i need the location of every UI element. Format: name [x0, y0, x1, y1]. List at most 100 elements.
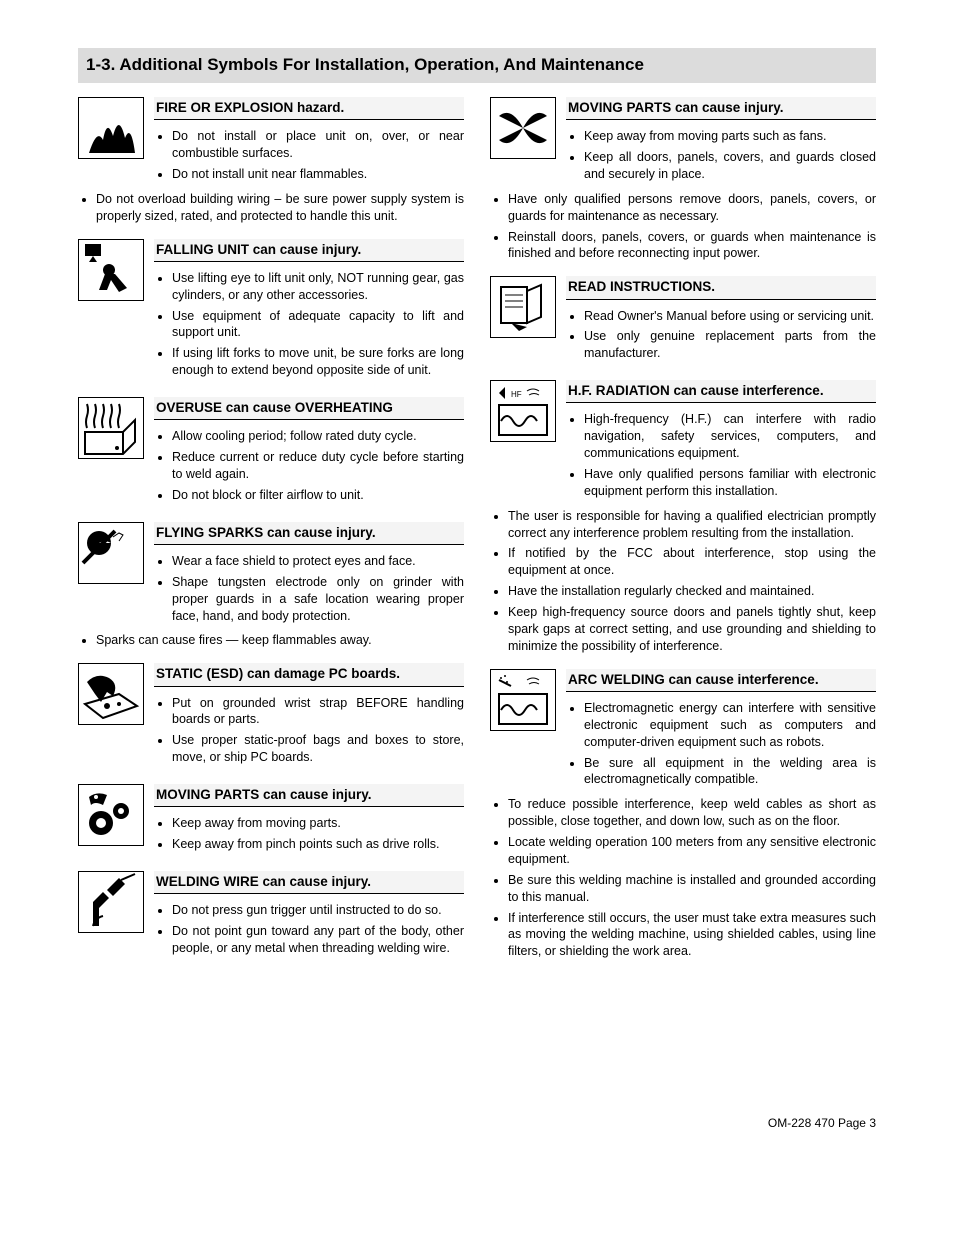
hazard-outdent-item: To reduce possible interference, keep we… — [508, 796, 876, 830]
columns: FIRE OR EXPLOSION hazard. Do not install … — [78, 97, 876, 975]
hazard-block: FIRE OR EXPLOSION hazard. Do not install … — [78, 97, 464, 225]
hazard-item: Keep away from moving parts such as fans… — [584, 128, 876, 145]
hazard-block: READ INSTRUCTIONS. Read Owner's Manual be… — [490, 276, 876, 366]
hazard-head: READ INSTRUCTIONS. Read Owner's Manual be… — [490, 276, 876, 366]
hazard-body: MOVING PARTS can cause injury. Keep away … — [566, 97, 876, 187]
hazard-body: OVERUSE can cause OVERHEATING Allow cooli… — [154, 397, 464, 508]
esd-icon — [78, 663, 144, 725]
hazard-list: Keep away from moving parts such as fans… — [566, 128, 876, 183]
hazard-body: FIRE OR EXPLOSION hazard. Do not install … — [154, 97, 464, 187]
hazard-outdent-list: Sparks can cause fires — keep flammables… — [78, 632, 464, 649]
hazard-outdent-list: To reduce possible interference, keep we… — [490, 796, 876, 960]
hazard-item: Keep all doors, panels, covers, and guar… — [584, 149, 876, 183]
hazard-head: FIRE OR EXPLOSION hazard. Do not install … — [78, 97, 464, 187]
hazard-head: FLYING SPARKS can cause injury. Wear a fa… — [78, 522, 464, 629]
hazard-title: STATIC (ESD) can damage PC boards. — [154, 663, 464, 686]
hazard-outdent-list: Do not overload building wiring – be sur… — [78, 191, 464, 225]
hazard-body: STATIC (ESD) can damage PC boards. Put on… — [154, 663, 464, 770]
hazard-head: FALLING UNIT can cause injury.Use liftin… — [78, 239, 464, 383]
hazard-body: ARC WELDING can cause interference. Elect… — [566, 669, 876, 793]
overheat-icon — [78, 397, 144, 459]
hazard-item: Do not block or filter airflow to unit. — [172, 487, 464, 504]
hazard-block: FLYING SPARKS can cause injury. Wear a fa… — [78, 522, 464, 650]
hazard-item: Use proper static-proof bags and boxes t… — [172, 732, 464, 766]
hazard-item: Allow cooling period; follow rated duty … — [172, 428, 464, 445]
hazard-item: Do not install unit near flammables. — [172, 166, 464, 183]
hazard-head: OVERUSE can cause OVERHEATING Allow cooli… — [78, 397, 464, 508]
hazard-title: WELDING WIRE can cause injury. — [154, 871, 464, 894]
hazard-item: Use lifting eye to lift unit only, NOT r… — [172, 270, 464, 304]
hazard-block: FALLING UNIT can cause injury.Use liftin… — [78, 239, 464, 383]
hazard-list: Use lifting eye to lift unit only, NOT r… — [154, 270, 464, 379]
gears-icon — [78, 784, 144, 846]
hazard-body: MOVING PARTS can cause injury. Keep away … — [154, 784, 464, 857]
hazard-list: Read Owner's Manual before using or serv… — [566, 308, 876, 363]
hazard-title: OVERUSE can cause OVERHEATING — [154, 397, 464, 420]
hazard-title: FIRE OR EXPLOSION hazard. — [154, 97, 464, 120]
hazard-item: Electromagnetic energy can interfere wit… — [584, 700, 876, 751]
hazard-list: Wear a face shield to protect eyes and f… — [154, 553, 464, 625]
hazard-block: HF H.F. RADIATION can cause interference.… — [490, 380, 876, 655]
hazard-body: FALLING UNIT can cause injury.Use liftin… — [154, 239, 464, 383]
fire-icon — [78, 97, 144, 159]
hazard-title: MOVING PARTS can cause injury. — [154, 784, 464, 807]
sparks-icon — [78, 522, 144, 584]
hazard-item: Shape tungsten electrode only on grinder… — [172, 574, 464, 625]
hazard-list: Put on grounded wrist strap BEFORE handl… — [154, 695, 464, 767]
hazard-item: High-frequency (H.F.) can interfere with… — [584, 411, 876, 462]
hazard-block: ARC WELDING can cause interference. Elect… — [490, 669, 876, 960]
manual-icon — [490, 276, 556, 338]
hazard-item: Put on grounded wrist strap BEFORE handl… — [172, 695, 464, 729]
section-title: 1-3. Additional Symbols For Installation… — [86, 54, 868, 77]
hazard-head: HF H.F. RADIATION can cause interference.… — [490, 380, 876, 504]
hazard-outdent-item: Have only qualified persons remove doors… — [508, 191, 876, 225]
hf-icon: HF — [490, 380, 556, 442]
hazard-outdent-item: Have the installation regularly checked … — [508, 583, 876, 600]
hazard-outdent-list: The user is responsible for having a qua… — [490, 508, 876, 655]
left-column: FIRE OR EXPLOSION hazard. Do not install … — [78, 97, 464, 975]
hazard-item: Be sure all equipment in the welding are… — [584, 755, 876, 789]
section-title-bar: 1-3. Additional Symbols For Installation… — [78, 48, 876, 83]
hazard-title: FLYING SPARKS can cause injury. — [154, 522, 464, 545]
hazard-head: ARC WELDING can cause interference. Elect… — [490, 669, 876, 793]
falling-icon — [78, 239, 144, 301]
hazard-body: WELDING WIRE can cause injury. Do not pre… — [154, 871, 464, 961]
hazard-list: High-frequency (H.F.) can interfere with… — [566, 411, 876, 499]
hazard-outdent-item: Locate welding operation 100 meters from… — [508, 834, 876, 868]
hazard-outdent-item: Keep high-frequency source doors and pan… — [508, 604, 876, 655]
hazard-head: MOVING PARTS can cause injury. Keep away … — [78, 784, 464, 857]
hazard-outdent-item: If interference still occurs, the user m… — [508, 910, 876, 961]
hazard-title: READ INSTRUCTIONS. — [566, 276, 876, 299]
hazard-outdent-item: Do not overload building wiring – be sur… — [96, 191, 464, 225]
hazard-title: MOVING PARTS can cause injury. — [566, 97, 876, 120]
wire-icon — [78, 871, 144, 933]
hazard-item: Keep away from pinch points such as driv… — [172, 836, 464, 853]
hazard-list: Allow cooling period; follow rated duty … — [154, 428, 464, 504]
hazard-head: MOVING PARTS can cause injury. Keep away … — [490, 97, 876, 187]
fan-icon — [490, 97, 556, 159]
hazard-body: FLYING SPARKS can cause injury. Wear a fa… — [154, 522, 464, 629]
hazard-body: READ INSTRUCTIONS. Read Owner's Manual be… — [566, 276, 876, 366]
hazard-list: Electromagnetic energy can interfere wit… — [566, 700, 876, 788]
hazard-title: ARC WELDING can cause interference. — [566, 669, 876, 692]
hazard-block: WELDING WIRE can cause injury. Do not pre… — [78, 871, 464, 961]
hazard-item: Do not point gun toward any part of the … — [172, 923, 464, 957]
hazard-block: MOVING PARTS can cause injury. Keep away … — [490, 97, 876, 262]
right-column: MOVING PARTS can cause injury. Keep away … — [490, 97, 876, 975]
svg-text:HF: HF — [511, 390, 522, 399]
hazard-list: Keep away from moving parts. Keep away fr… — [154, 815, 464, 853]
hazard-list: Do not press gun trigger until instructe… — [154, 902, 464, 957]
hazard-block: MOVING PARTS can cause injury. Keep away … — [78, 784, 464, 857]
hazard-outdent-list: Have only qualified persons remove doors… — [490, 191, 876, 263]
hazard-item: Keep away from moving parts. — [172, 815, 464, 832]
hazard-block: OVERUSE can cause OVERHEATING Allow cooli… — [78, 397, 464, 508]
hazard-block: STATIC (ESD) can damage PC boards. Put on… — [78, 663, 464, 770]
hazard-body: H.F. RADIATION can cause interference.Hi… — [566, 380, 876, 504]
arc-icon — [490, 669, 556, 731]
hazard-list: Do not install or place unit on, over, o… — [154, 128, 464, 183]
hazard-item: Do not install or place unit on, over, o… — [172, 128, 464, 162]
hazard-head: STATIC (ESD) can damage PC boards. Put on… — [78, 663, 464, 770]
hazard-item: Read Owner's Manual before using or serv… — [584, 308, 876, 325]
hazard-outdent-item: Be sure this welding machine is installe… — [508, 872, 876, 906]
hazard-item: If using lift forks to move unit, be sur… — [172, 345, 464, 379]
